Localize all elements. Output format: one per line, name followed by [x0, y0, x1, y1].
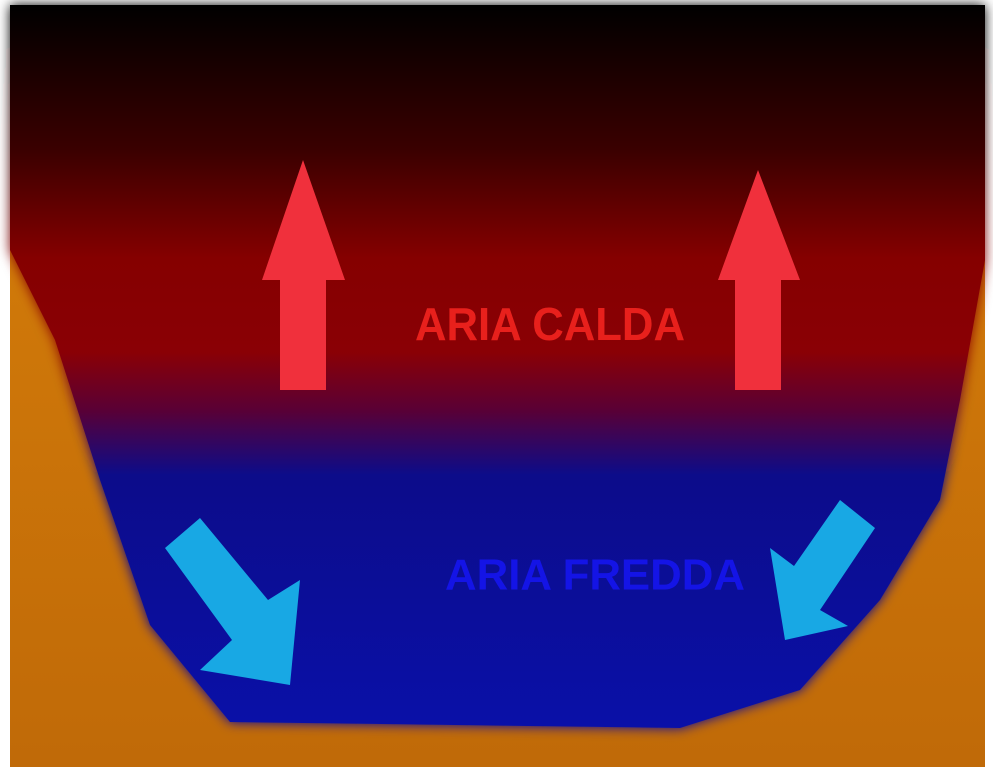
- cold-air-label: ARIA FREDDA: [445, 551, 745, 600]
- valley-air-core: [10, 5, 985, 728]
- cold-arrow: [165, 518, 300, 685]
- cold-arrow: [770, 500, 875, 640]
- warm-arrow: [718, 170, 800, 390]
- warm-air-label: ARIA CALDA: [415, 298, 685, 350]
- warm-arrow: [262, 160, 345, 390]
